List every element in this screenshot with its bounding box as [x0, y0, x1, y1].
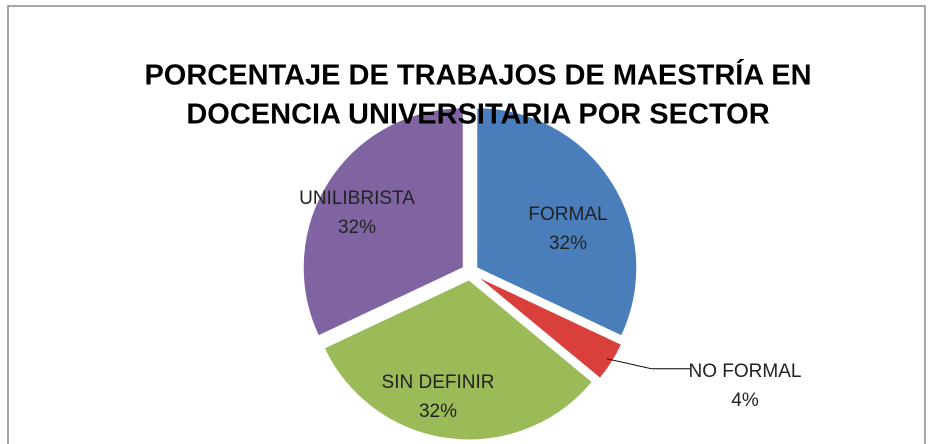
slice-label: SIN DEFINIR: [382, 372, 495, 393]
pie-slice: [476, 107, 638, 337]
slice-label: FORMAL: [528, 204, 607, 225]
slice-value-label: 4%: [731, 390, 759, 411]
slice-label: NO FORMAL: [689, 361, 802, 382]
pie-slice: [302, 107, 464, 337]
slice-label: UNILIBRISTA: [299, 188, 415, 209]
slice-value-label: 32%: [419, 401, 457, 422]
chart-title: DOCENCIA UNIVERSITARIA POR SECTOR: [186, 99, 769, 131]
pie-slice: [323, 279, 593, 441]
leader-line: [606, 358, 690, 370]
slice-value-label: 32%: [549, 233, 587, 254]
slice-value-label: 32%: [338, 217, 376, 238]
pie-slice: [476, 275, 623, 379]
pie: [302, 107, 638, 441]
chart-title: PORCENTAJE DE TRABAJOS DE MAESTRÍA EN: [144, 58, 811, 92]
